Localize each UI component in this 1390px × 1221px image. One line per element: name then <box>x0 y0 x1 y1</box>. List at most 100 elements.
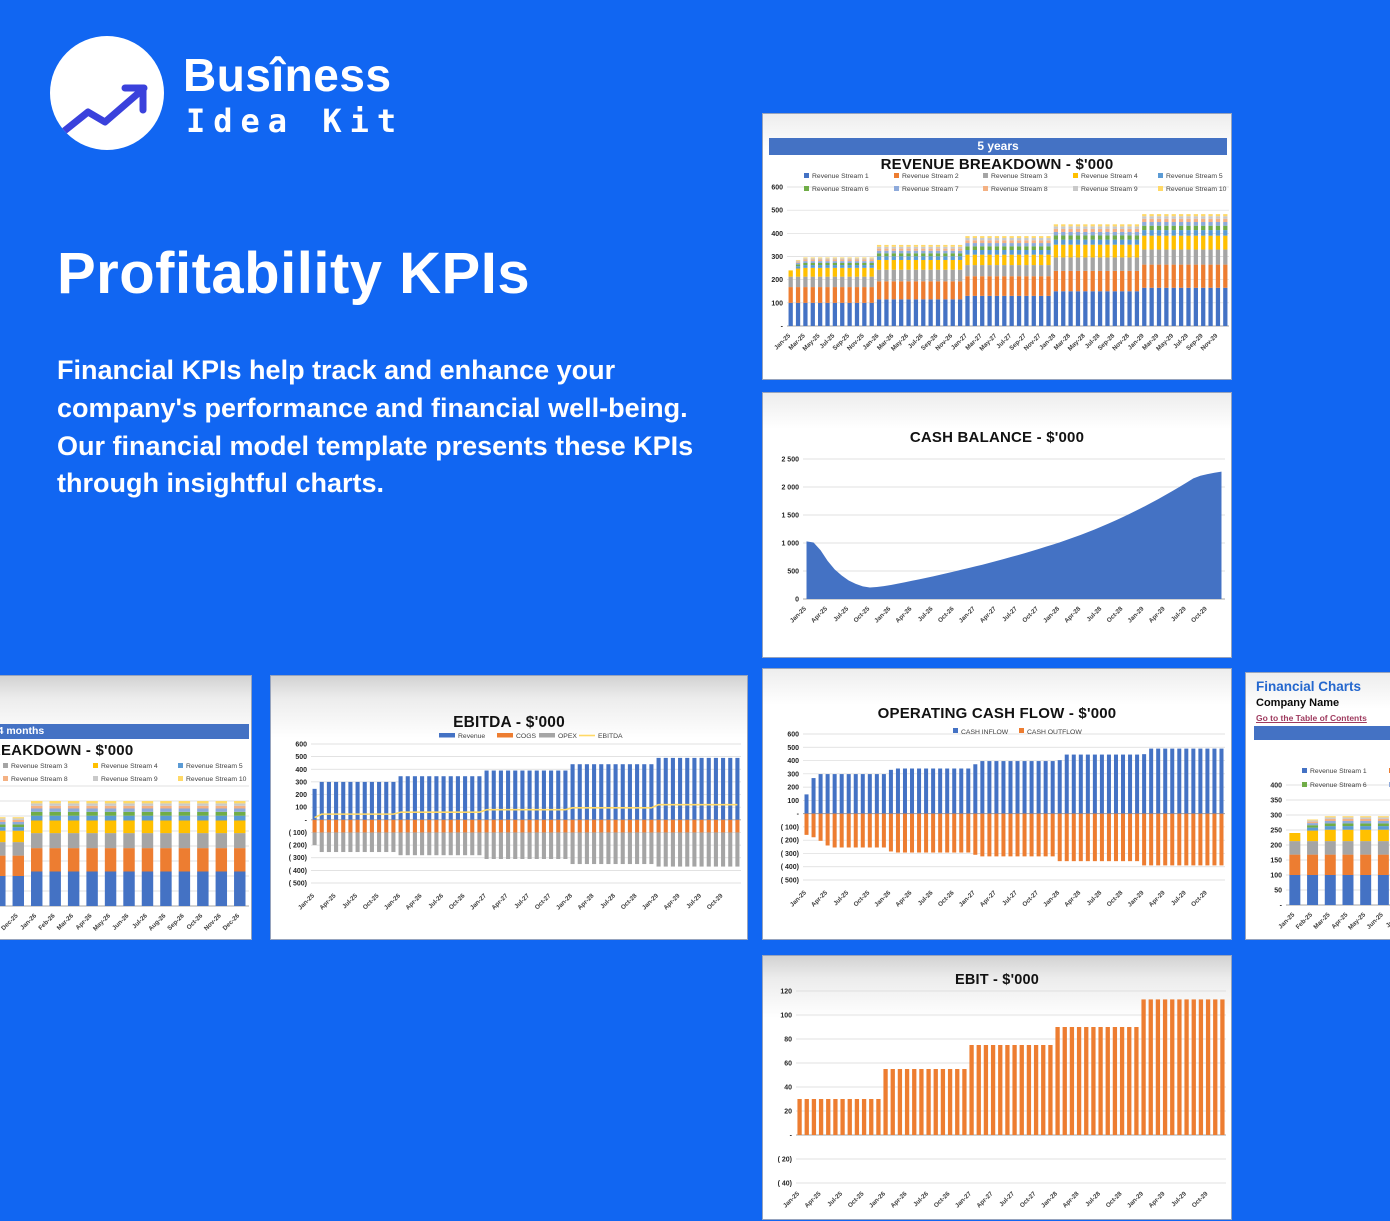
svg-text:Oct-28: Oct-28 <box>1106 889 1125 908</box>
svg-text:100: 100 <box>780 1013 792 1020</box>
svg-text:OPEX: OPEX <box>558 733 577 740</box>
revenue-breakdown-5y-plot: 600500400300200100-Jan-25Mar-25May-25Jul… <box>771 173 1229 353</box>
page-title: Profitability KPIs <box>57 241 531 306</box>
svg-text:Apr-26: Apr-26 <box>889 1190 908 1209</box>
svg-text:Revenue Stream 10: Revenue Stream 10 <box>1166 186 1227 193</box>
svg-text:Oct-26: Oct-26 <box>185 912 204 931</box>
operating-cash-flow-plot: 600 500 400 300 200 100 - ( 100) ( 200) ( 300) ( 4… <box>781 728 1225 909</box>
svg-text:Jul-25: Jul-25 <box>826 1190 844 1208</box>
svg-text:300: 300 <box>295 779 307 786</box>
svg-text:400: 400 <box>787 758 799 765</box>
svg-text:Oct-28: Oct-28 <box>1106 605 1125 624</box>
chart-title: REVENUE BREAKDOWN - $'000 <box>0 742 134 759</box>
svg-text:60: 60 <box>784 1061 792 1068</box>
svg-text:Jan-28: Jan-28 <box>555 892 574 911</box>
svg-text:Jan-28: Jan-28 <box>1042 889 1061 908</box>
card-financial-charts: Financial Charts Company Name Go to the … <box>1245 672 1390 940</box>
svg-text:300: 300 <box>787 771 799 778</box>
svg-text:20: 20 <box>784 1109 792 1116</box>
svg-text:Jul-29: Jul-29 <box>1170 889 1188 907</box>
svg-text:350: 350 <box>1270 798 1282 805</box>
chart-title: EBIT - $'000 <box>954 972 1040 988</box>
brand-subtitle: Idea Kit <box>186 102 405 140</box>
svg-text:Apr-25: Apr-25 <box>318 892 337 911</box>
card-revenue-breakdown-24m: 24 months REVENUE BREAKDOWN - $'000 4003… <box>0 675 252 940</box>
svg-text:0: 0 <box>795 597 799 604</box>
svg-text:Jan-26: Jan-26 <box>873 889 892 908</box>
svg-text:Apr-27: Apr-27 <box>979 605 998 624</box>
svg-text:Dec-26: Dec-26 <box>222 912 242 932</box>
svg-text:Sep-26: Sep-26 <box>166 912 186 932</box>
card-revenue-breakdown-5y: 5 years REVENUE BREAKDOWN - $'000 600 500… <box>762 113 1232 380</box>
svg-text:Revenue Stream 1: Revenue Stream 1 <box>812 173 869 180</box>
svg-text:Oct-27: Oct-27 <box>1021 889 1040 908</box>
svg-text:150: 150 <box>1270 858 1282 865</box>
svg-text:Revenue Stream 10: Revenue Stream 10 <box>186 776 247 783</box>
svg-text:Oct-25: Oct-25 <box>362 892 381 911</box>
svg-text:1 000: 1 000 <box>781 541 799 548</box>
svg-text:Apr-29: Apr-29 <box>1148 605 1167 624</box>
svg-text:Revenue Stream 4: Revenue Stream 4 <box>1081 173 1138 180</box>
svg-text:Revenue Stream 7: Revenue Stream 7 <box>902 186 959 193</box>
company-name: Company Name <box>1256 697 1340 709</box>
svg-text:Oct-27: Oct-27 <box>1021 605 1040 624</box>
svg-text:Feb-25: Feb-25 <box>1295 911 1315 931</box>
svg-text:Apr-26: Apr-26 <box>894 605 913 624</box>
svg-text:( 200): ( 200) <box>781 838 799 845</box>
svg-text:600: 600 <box>787 732 799 739</box>
svg-text:Oct-27: Oct-27 <box>534 892 553 911</box>
svg-text:( 100): ( 100) <box>781 824 799 831</box>
svg-text:( 100): ( 100) <box>289 830 307 837</box>
svg-text:Feb-26: Feb-26 <box>37 912 57 932</box>
svg-text:Jul-28: Jul-28 <box>1086 605 1104 623</box>
svg-text:100: 100 <box>1270 873 1282 880</box>
svg-text:Jan-29: Jan-29 <box>1126 605 1145 624</box>
svg-text:120: 120 <box>780 989 792 996</box>
svg-text:Jul-27: Jul-27 <box>998 1190 1016 1208</box>
svg-text:Jul-29: Jul-29 <box>1170 605 1188 623</box>
sheet-title: Financial Charts <box>1256 679 1362 694</box>
svg-text:Oct-25: Oct-25 <box>852 889 871 908</box>
svg-text:200: 200 <box>295 792 307 799</box>
revenue-breakdown-24m-plot: 40035030025020015010050-Jan-25Feb-25Mar-… <box>0 763 249 933</box>
svg-text:Jul-27: Jul-27 <box>1001 889 1019 907</box>
svg-text:300: 300 <box>771 254 783 261</box>
svg-text:-: - <box>797 811 800 818</box>
svg-text:100: 100 <box>787 798 799 805</box>
svg-text:( 40): ( 40) <box>778 1181 792 1188</box>
svg-text:Jan-27: Jan-27 <box>954 1190 973 1209</box>
svg-text:Apr-25: Apr-25 <box>810 889 829 908</box>
period-header-label: 24 months <box>0 725 45 737</box>
svg-text:2 500: 2 500 <box>781 457 799 464</box>
svg-text:COGS: COGS <box>516 733 536 740</box>
promo-page: { "background_color": "#1166F2", "brand"… <box>0 36 1390 1220</box>
table-of-contents-link[interactable]: Go to the Table of Contents <box>1256 713 1367 723</box>
svg-text:Revenue Stream 8: Revenue Stream 8 <box>991 186 1048 193</box>
svg-text:Jul-27: Jul-27 <box>513 892 531 910</box>
trend-arrow-icon <box>59 84 148 136</box>
svg-text:( 400): ( 400) <box>289 868 307 875</box>
page-description: Financial KPIs help track and enhance yo… <box>57 355 694 499</box>
svg-text:Revenue: Revenue <box>458 733 485 740</box>
svg-text:Jan-25: Jan-25 <box>297 892 316 911</box>
svg-text:Revenue Stream 6: Revenue Stream 6 <box>1310 782 1367 789</box>
period-header-bar: 24 months <box>1254 726 1390 740</box>
svg-text:400: 400 <box>1270 783 1282 790</box>
svg-text:200: 200 <box>787 785 799 792</box>
svg-text:Dec-25: Dec-25 <box>0 912 20 932</box>
svg-text:Apr-29: Apr-29 <box>662 892 681 911</box>
svg-text:Apr-29: Apr-29 <box>1148 889 1167 908</box>
svg-text:-: - <box>305 817 308 824</box>
svg-text:Jan-26: Jan-26 <box>873 605 892 624</box>
svg-text:Jul-25: Jul-25 <box>341 892 359 910</box>
svg-text:May-25: May-25 <box>1347 911 1367 931</box>
svg-text:( 300): ( 300) <box>781 851 799 858</box>
svg-text:Jan-27: Jan-27 <box>958 889 977 908</box>
card-operating-cash-flow: OPERATING CASH FLOW - $'000 600 500 400 300… <box>762 668 1232 940</box>
svg-text:-: - <box>781 324 784 331</box>
svg-text:Jan-25: Jan-25 <box>789 605 808 624</box>
svg-text:Jan-26: Jan-26 <box>383 892 402 911</box>
svg-text:Oct-27: Oct-27 <box>1019 1190 1038 1209</box>
svg-text:Jul-26: Jul-26 <box>917 605 935 623</box>
